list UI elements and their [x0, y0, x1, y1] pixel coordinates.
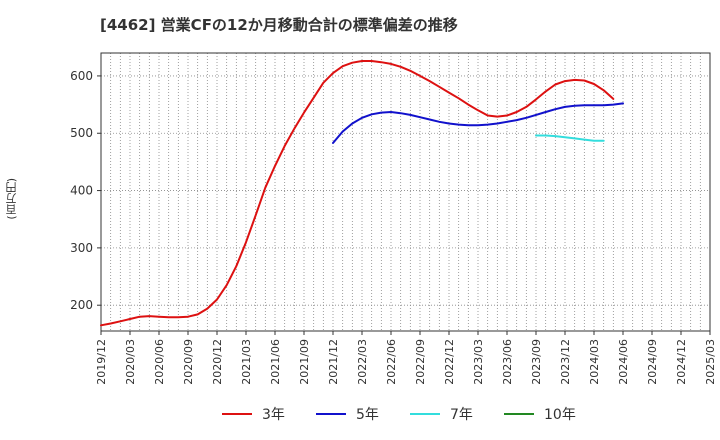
- x-tick-label: 2024/09: [646, 339, 659, 385]
- x-tick-label: 2020/06: [153, 339, 166, 385]
- legend-swatch: [222, 413, 252, 415]
- x-tick-label: 2022/06: [385, 339, 398, 385]
- x-tick-label: 2022/12: [443, 339, 456, 385]
- x-tick-label: 2024/12: [675, 339, 688, 385]
- x-tick-label: 2020/03: [124, 339, 137, 385]
- y-tick-label: 400: [70, 184, 93, 198]
- legend: 3年 5年 7年 10年: [0, 402, 720, 426]
- x-tick-label: 2020/12: [211, 339, 224, 385]
- legend-label: 10年: [544, 407, 576, 423]
- plot-frame: [100, 52, 711, 332]
- legend-item: 5年: [316, 402, 379, 426]
- y-tick-label: 300: [70, 241, 93, 255]
- y-tick-label: 200: [70, 298, 93, 312]
- legend-swatch: [410, 413, 440, 415]
- series-line-3年: [100, 60, 615, 327]
- legend-swatch: [504, 413, 534, 415]
- x-tick-label: 2022/03: [356, 339, 369, 385]
- plot-area: 200 300 400 500 600 2019/12 2020/03 2020/06 2020…: [70, 52, 717, 385]
- x-tick-label: 2023/09: [530, 339, 543, 385]
- x-tick-label: 2021/03: [240, 339, 253, 385]
- legend-item: 10年: [504, 402, 576, 426]
- x-tick-label: 2021/12: [327, 339, 340, 385]
- y-tick-label: 600: [70, 69, 93, 83]
- x-tick-label: 2021/09: [298, 339, 311, 385]
- series-line-7年: [535, 134, 605, 142]
- x-tick-label: 2023/06: [501, 339, 514, 385]
- x-tick-label: 2024/03: [588, 339, 601, 385]
- x-tick-label: 2025/03: [704, 339, 717, 385]
- x-tick-label: 2023/03: [472, 339, 485, 385]
- plot-background: [101, 53, 710, 331]
- legend-swatch: [316, 413, 346, 415]
- x-tick-label: 2024/06: [617, 339, 630, 385]
- legend-label: 7年: [450, 407, 473, 423]
- x-tick-label: 2021/06: [269, 339, 282, 385]
- x-tick-label: 2019/12: [95, 339, 108, 385]
- series-line-5年: [332, 102, 624, 144]
- x-tick-label: 2020/09: [182, 339, 195, 385]
- x-tick-label: 2023/12: [559, 339, 572, 385]
- legend-label: 3年: [262, 407, 285, 423]
- legend-item: 3年: [222, 402, 285, 426]
- legend-label: 5年: [356, 407, 379, 423]
- legend-item: 7年: [410, 402, 473, 426]
- y-tick-label: 500: [70, 126, 93, 140]
- chart-title: [4462] 営業CFの12か月移動合計の標準偏差の推移: [100, 16, 458, 34]
- x-tick-label: 2022/09: [414, 339, 427, 385]
